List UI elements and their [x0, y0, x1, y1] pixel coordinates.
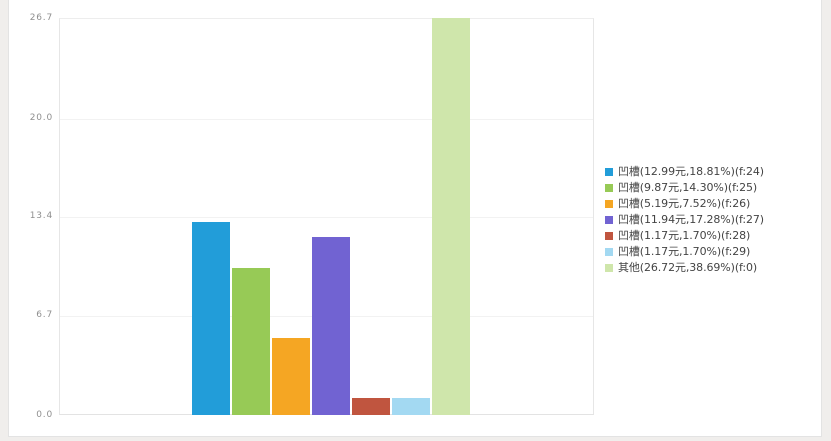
chart-legend: 凹槽(12.99元,18.81%)(f:24) 凹槽(9.87元,14.30%)(… [605, 164, 820, 276]
legend-swatch-icon [605, 232, 613, 240]
legend-swatch-icon [605, 200, 613, 208]
legend-swatch-icon [605, 216, 613, 224]
y-axis-tick-label: 13.4 [29, 210, 53, 221]
legend-item-label: 凹槽(5.19元,7.52%)(f:26) [618, 197, 751, 210]
legend-item-label: 凹槽(12.99元,18.81%)(f:24) [618, 165, 764, 178]
y-axis-tick-label: 26.7 [29, 13, 53, 23]
legend-swatch-icon [605, 184, 613, 192]
legend-item-label: 凹槽(11.94元,17.28%)(f:27) [618, 213, 764, 226]
bar-series [59, 17, 594, 415]
gridline [60, 119, 593, 120]
bar[interactable] [272, 337, 310, 415]
legend-swatch-icon [605, 248, 613, 256]
legend-item-label: 凹槽(1.17元,1.70%)(f:28) [618, 229, 751, 242]
gridline [60, 416, 593, 417]
bar[interactable] [232, 268, 270, 415]
bar[interactable] [192, 221, 230, 415]
legend-item[interactable]: 凹槽(12.99元,18.81%)(f:24) [605, 164, 820, 180]
legend-item-label: 凹槽(1.17元,1.70%)(f:29) [618, 245, 751, 258]
legend-item-label: 其他(26.72元,38.69%)(f:0) [618, 261, 758, 274]
gridline [60, 217, 593, 218]
bar[interactable] [432, 17, 470, 415]
bar[interactable] [352, 397, 390, 415]
bar[interactable] [392, 397, 430, 415]
bar[interactable] [312, 237, 350, 415]
legend-swatch-icon [605, 168, 613, 176]
y-axis-tick-label: 20.0 [29, 112, 53, 123]
legend-item[interactable]: 凹槽(11.94元,17.28%)(f:27) [605, 212, 820, 228]
y-axis-tick-label: 0.0 [36, 410, 53, 420]
chart-card: 26.7 20.0 13.4 6.7 0.0 凹槽(12.99元,18.81%)(f:2… [8, 0, 822, 437]
legend-item[interactable]: 凹槽(1.17元,1.70%)(f:28) [605, 228, 820, 244]
legend-item[interactable]: 凹槽(1.17元,1.70%)(f:29) [605, 244, 820, 260]
y-axis-tick-label: 6.7 [36, 310, 53, 321]
legend-item-label: 凹槽(9.87元,14.30%)(f:25) [618, 181, 758, 194]
legend-item[interactable]: 其他(26.72元,38.69%)(f:0) [605, 260, 820, 276]
legend-item[interactable]: 凹槽(5.19元,7.52%)(f:26) [605, 196, 820, 212]
legend-swatch-icon [605, 264, 613, 272]
legend-item[interactable]: 凹槽(9.87元,14.30%)(f:25) [605, 180, 820, 196]
